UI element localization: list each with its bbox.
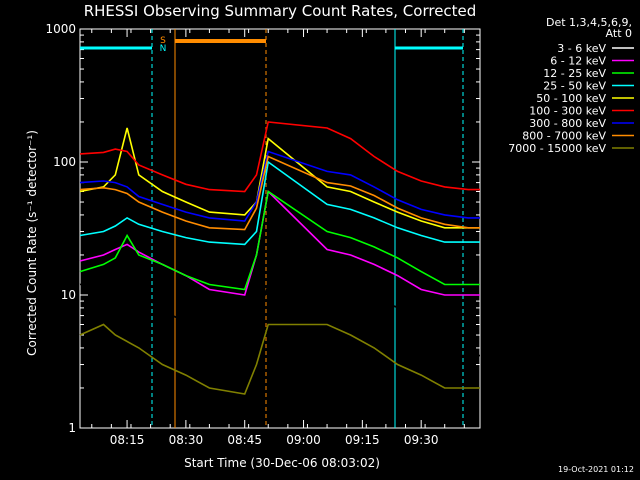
legend-label: 6 - 12 keV: [550, 55, 606, 68]
flag-label: N: [160, 44, 167, 54]
legend-label: 7000 - 15000 keV: [508, 142, 606, 155]
legend-label: 25 - 50 keV: [543, 80, 606, 93]
x-tick-label: 08:45: [227, 433, 262, 447]
series-line: [79, 190, 480, 291]
legend-header: Det 1,3,4,5,6,9,: [546, 16, 632, 29]
y-tick-label: 1: [68, 421, 76, 435]
y-tick-label: 1000: [45, 22, 76, 36]
y-tick-label: 100: [53, 155, 76, 169]
series-line: [79, 121, 480, 193]
axes: 1 10 100 1000 08:15 08:30 08:45 09:00 09:15 09:30: [45, 22, 481, 447]
series-line: [79, 155, 480, 231]
legend-label: 3 - 6 keV: [557, 42, 606, 55]
legend-label: 50 - 100 keV: [536, 92, 606, 105]
x-tick-label: 09:00: [286, 433, 321, 447]
legend-header: Att 0: [606, 27, 632, 40]
y-tick-label: 10: [61, 288, 76, 302]
x-tick-label: 08:15: [110, 433, 145, 447]
plot-area: SN: [79, 29, 480, 428]
x-tick-label: 09:30: [404, 433, 439, 447]
series-line: [79, 323, 480, 395]
x-axis-label: Start Time (30-Dec-06 08:03:02): [184, 456, 380, 470]
y-axis-label: Corrected Count Rate (s⁻¹ detector⁻¹): [25, 130, 39, 356]
chart-title: RHESSI Observing Summary Count Rates, Co…: [84, 2, 477, 20]
series-line: [79, 150, 480, 222]
series-line: [79, 274, 480, 357]
legend-label: 100 - 300 keV: [529, 105, 606, 118]
legend-label: 300 - 800 keV: [529, 117, 606, 130]
x-tick-label: 08:30: [169, 433, 204, 447]
series-line: [79, 160, 480, 246]
flag-label: S: [160, 36, 166, 46]
legend-label: 800 - 7000 keV: [522, 130, 606, 143]
x-tick-label: 09:15: [345, 433, 380, 447]
timestamp: 19-Oct-2021 01:12: [558, 465, 634, 474]
legend-label: 12 - 25 keV: [543, 67, 606, 80]
